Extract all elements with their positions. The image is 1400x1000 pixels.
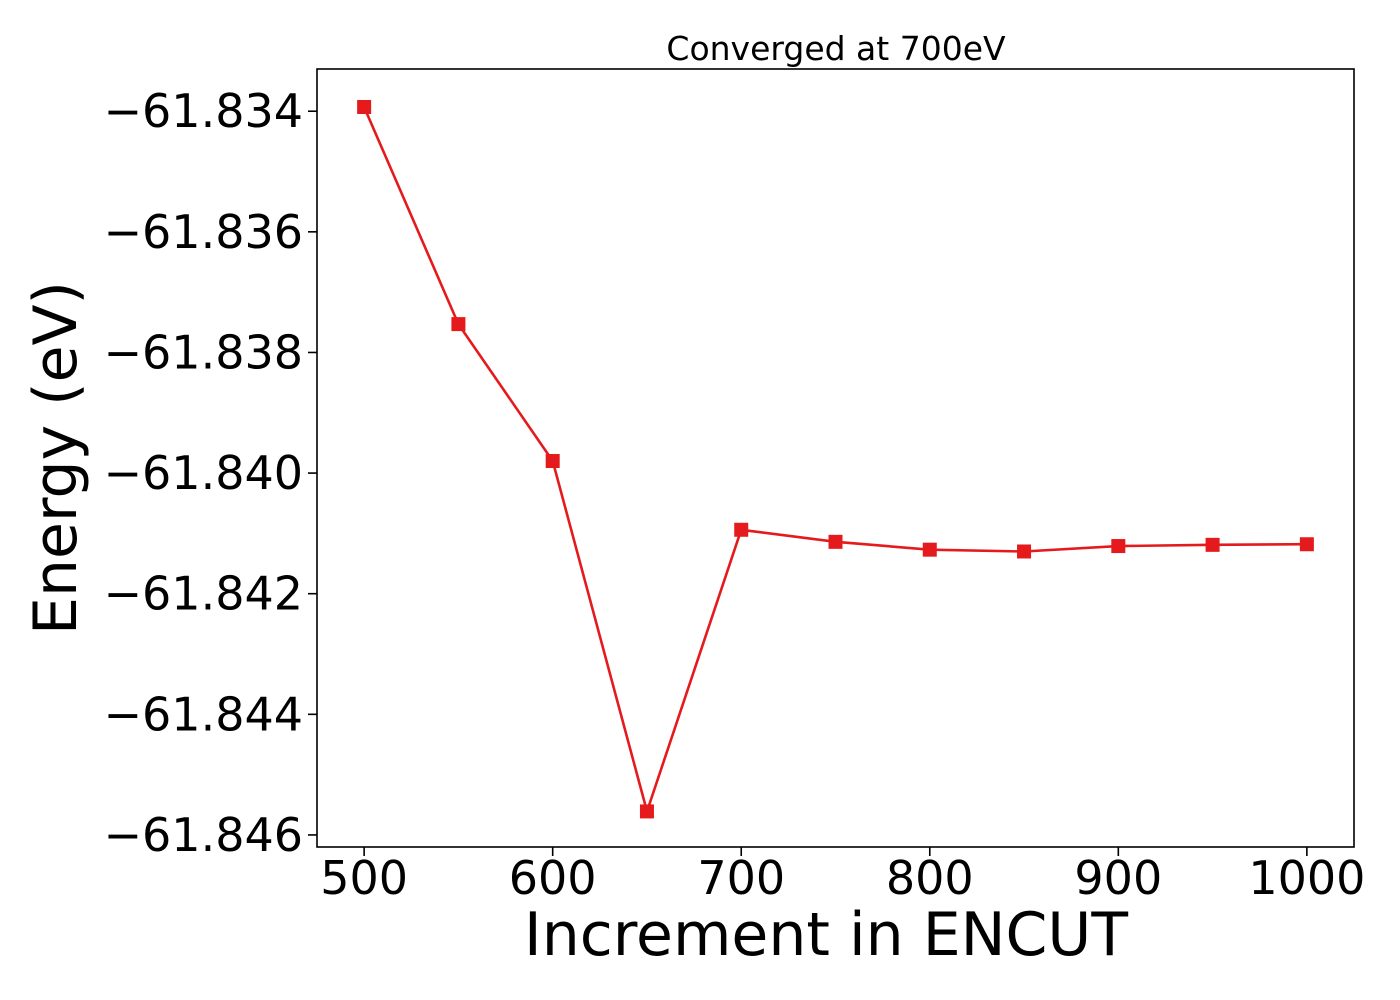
y-tick-label: −61.840 <box>104 446 304 500</box>
x-tick-label: 800 <box>886 851 974 905</box>
x-axis: 500 600 700 800 900 1000 <box>320 847 1365 905</box>
x-tick-label: 500 <box>320 851 408 905</box>
chart-title: Converged at 700eV <box>666 29 1006 68</box>
y-tick-label: −61.842 <box>104 567 304 621</box>
series-line <box>362 106 1307 813</box>
data-point-marker <box>828 534 843 549</box>
series-layer <box>357 99 1314 819</box>
x-axis-title: Increment in ENCUT <box>524 900 1128 970</box>
y-tick-label: −61.838 <box>104 325 304 379</box>
data-point-marker <box>922 542 937 557</box>
data-point-marker <box>1111 539 1126 554</box>
y-axis: −61.834 −61.836 −61.838 −61.840 −61.842 −61.8… <box>104 84 317 862</box>
data-point-marker <box>639 804 654 819</box>
x-tick-label: 1000 <box>1248 851 1365 905</box>
y-tick-label: −61.846 <box>104 808 304 862</box>
data-point-marker <box>1299 537 1314 552</box>
data-point-marker <box>734 522 749 537</box>
data-point-marker <box>451 317 466 332</box>
y-tick-label: −61.836 <box>104 205 304 259</box>
x-tick-label: 600 <box>509 851 597 905</box>
y-axis-title: Energy (eV) <box>21 281 91 635</box>
data-point-marker <box>357 99 372 114</box>
data-point-marker <box>545 454 560 469</box>
y-tick-label: −61.834 <box>104 84 304 138</box>
data-point-marker <box>1205 537 1220 552</box>
x-tick-label: 900 <box>1074 851 1162 905</box>
x-tick-label: 700 <box>697 851 785 905</box>
y-tick-label: −61.844 <box>104 687 304 741</box>
plot-frame <box>316 68 1355 848</box>
data-point-marker <box>1017 544 1032 559</box>
